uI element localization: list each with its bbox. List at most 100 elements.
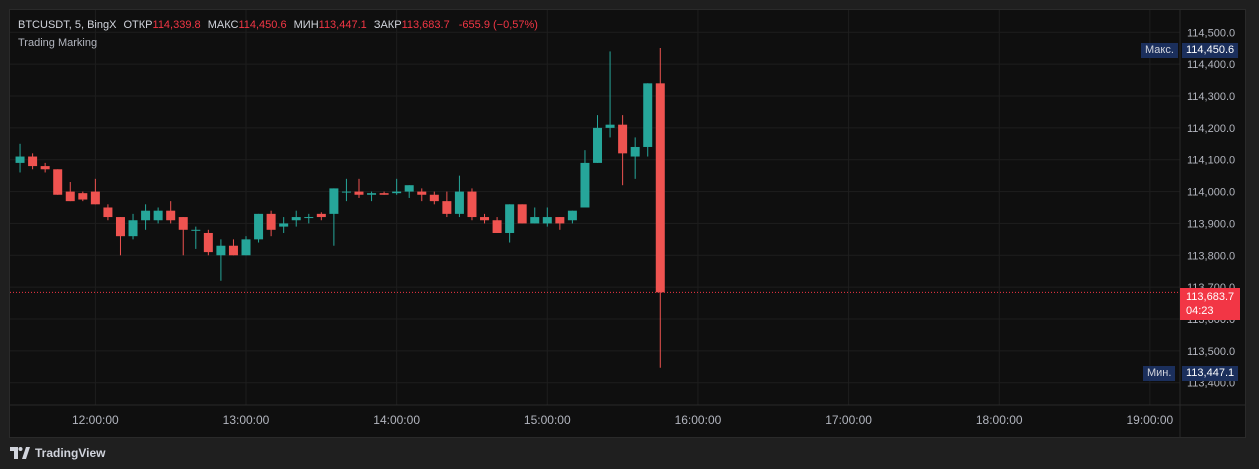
candle-body — [78, 193, 88, 200]
candle-body — [178, 217, 188, 230]
candle-body — [128, 220, 138, 237]
x-tick-label: 12:00:00 — [72, 413, 119, 427]
candle — [115, 217, 125, 256]
candle — [304, 213, 314, 224]
candle — [316, 212, 326, 221]
candle-body — [203, 232, 213, 253]
close-label: ЗАКР — [373, 19, 402, 31]
chart-pane[interactable]: 113,400.0113,500.0113,600.0113,700.0113,… — [9, 9, 1246, 438]
candle — [279, 217, 289, 233]
tradingview-brand[interactable]: TradingView — [35, 446, 106, 460]
candle-body — [530, 217, 540, 224]
candle — [530, 207, 540, 224]
candle-body — [329, 188, 339, 214]
y-tick-label: 114,400.0 — [1187, 59, 1235, 71]
x-tick-label: 13:00:00 — [223, 413, 270, 427]
candle-body — [341, 191, 351, 193]
candle — [655, 48, 665, 368]
candle-body — [15, 156, 25, 163]
candle-body — [517, 204, 527, 224]
low-label: МИН — [293, 19, 319, 31]
candle-body — [467, 191, 477, 218]
candle-body — [630, 146, 640, 157]
max-label-tag: Макс. — [1141, 43, 1178, 58]
candle — [605, 51, 615, 138]
candles — [15, 48, 665, 368]
candle — [191, 226, 201, 249]
candle — [480, 213, 490, 224]
candle — [567, 210, 577, 224]
candle — [555, 217, 565, 230]
bar-countdown: 04:23 — [1186, 305, 1214, 317]
candle-body — [429, 194, 439, 202]
candle-body — [655, 83, 665, 293]
candle-body — [442, 201, 452, 214]
ohlc-legend: BTCUSDT, 5, BingX ОТКР114,339.8 МАКС114,… — [18, 18, 538, 32]
candle — [241, 236, 251, 256]
candle — [643, 83, 653, 157]
candle — [266, 210, 276, 237]
grid — [10, 10, 1180, 405]
candle-body — [417, 191, 427, 195]
candle-body — [115, 217, 125, 237]
candle — [593, 115, 603, 163]
open-label: ОТКР — [123, 19, 153, 31]
candle — [203, 229, 213, 256]
candle-body — [593, 127, 603, 163]
min-value-tag: 113,447.1 — [1182, 366, 1239, 381]
y-tick-label: 114,200.0 — [1187, 123, 1235, 135]
candle — [53, 169, 63, 195]
candle-body — [166, 210, 176, 221]
candle-body — [191, 229, 201, 231]
candle-body — [103, 207, 113, 218]
candle — [166, 201, 176, 224]
candlestick-chart[interactable]: 113,400.0113,500.0113,600.0113,700.0113,… — [10, 10, 1245, 437]
candle — [291, 210, 301, 227]
candle-body — [241, 239, 251, 256]
candle-body — [228, 245, 238, 256]
candle-body — [354, 191, 364, 195]
y-tick-label: 114,000.0 — [1187, 187, 1235, 199]
candle-body — [404, 185, 414, 192]
candle-body — [53, 169, 63, 195]
candle-body — [90, 191, 100, 205]
candle — [40, 162, 50, 173]
candle-body — [216, 245, 226, 256]
candle — [128, 213, 138, 240]
candle-body — [316, 213, 326, 218]
tradingview-logo-icon[interactable] — [10, 447, 30, 459]
candle-body — [304, 217, 314, 219]
symbol-label[interactable]: BTCUSDT, 5, BingX — [18, 19, 117, 31]
x-tick-label: 17:00:00 — [825, 413, 872, 427]
last-price-tag: 113,683.7 04:23 — [1180, 288, 1240, 320]
candle — [178, 217, 188, 256]
change-value: -655.9 (−0,57%) — [458, 19, 538, 31]
candle-body — [40, 166, 50, 170]
low-value: 113,447.1 — [318, 19, 367, 31]
candle — [454, 175, 464, 218]
candle — [354, 178, 364, 198]
candle-body — [379, 193, 389, 195]
candle — [228, 239, 238, 256]
y-tick-label: 114,100.0 — [1187, 155, 1235, 167]
max-value-tag: 114,450.6 — [1182, 43, 1239, 58]
candle-body — [618, 124, 628, 154]
candle-body — [254, 213, 264, 240]
candle-body — [542, 217, 552, 224]
candle-body — [279, 223, 289, 227]
candle — [341, 178, 351, 202]
y-tick-label: 114,300.0 — [1187, 91, 1235, 103]
axes: 113,400.0113,500.0113,600.0113,700.0113,… — [10, 10, 1245, 437]
candle — [492, 217, 502, 233]
candle — [505, 204, 515, 243]
indicator-name[interactable]: Trading Marking — [18, 37, 98, 49]
candle-body — [28, 156, 38, 167]
candle — [103, 204, 113, 221]
candle — [517, 204, 527, 224]
candle — [580, 150, 590, 208]
candle-body — [605, 124, 615, 128]
candle-body — [555, 217, 565, 224]
high-label: МАКС — [207, 19, 239, 31]
last-price-value: 113,683.7 — [1186, 291, 1235, 303]
close-value: 113,683.7 — [401, 19, 450, 31]
